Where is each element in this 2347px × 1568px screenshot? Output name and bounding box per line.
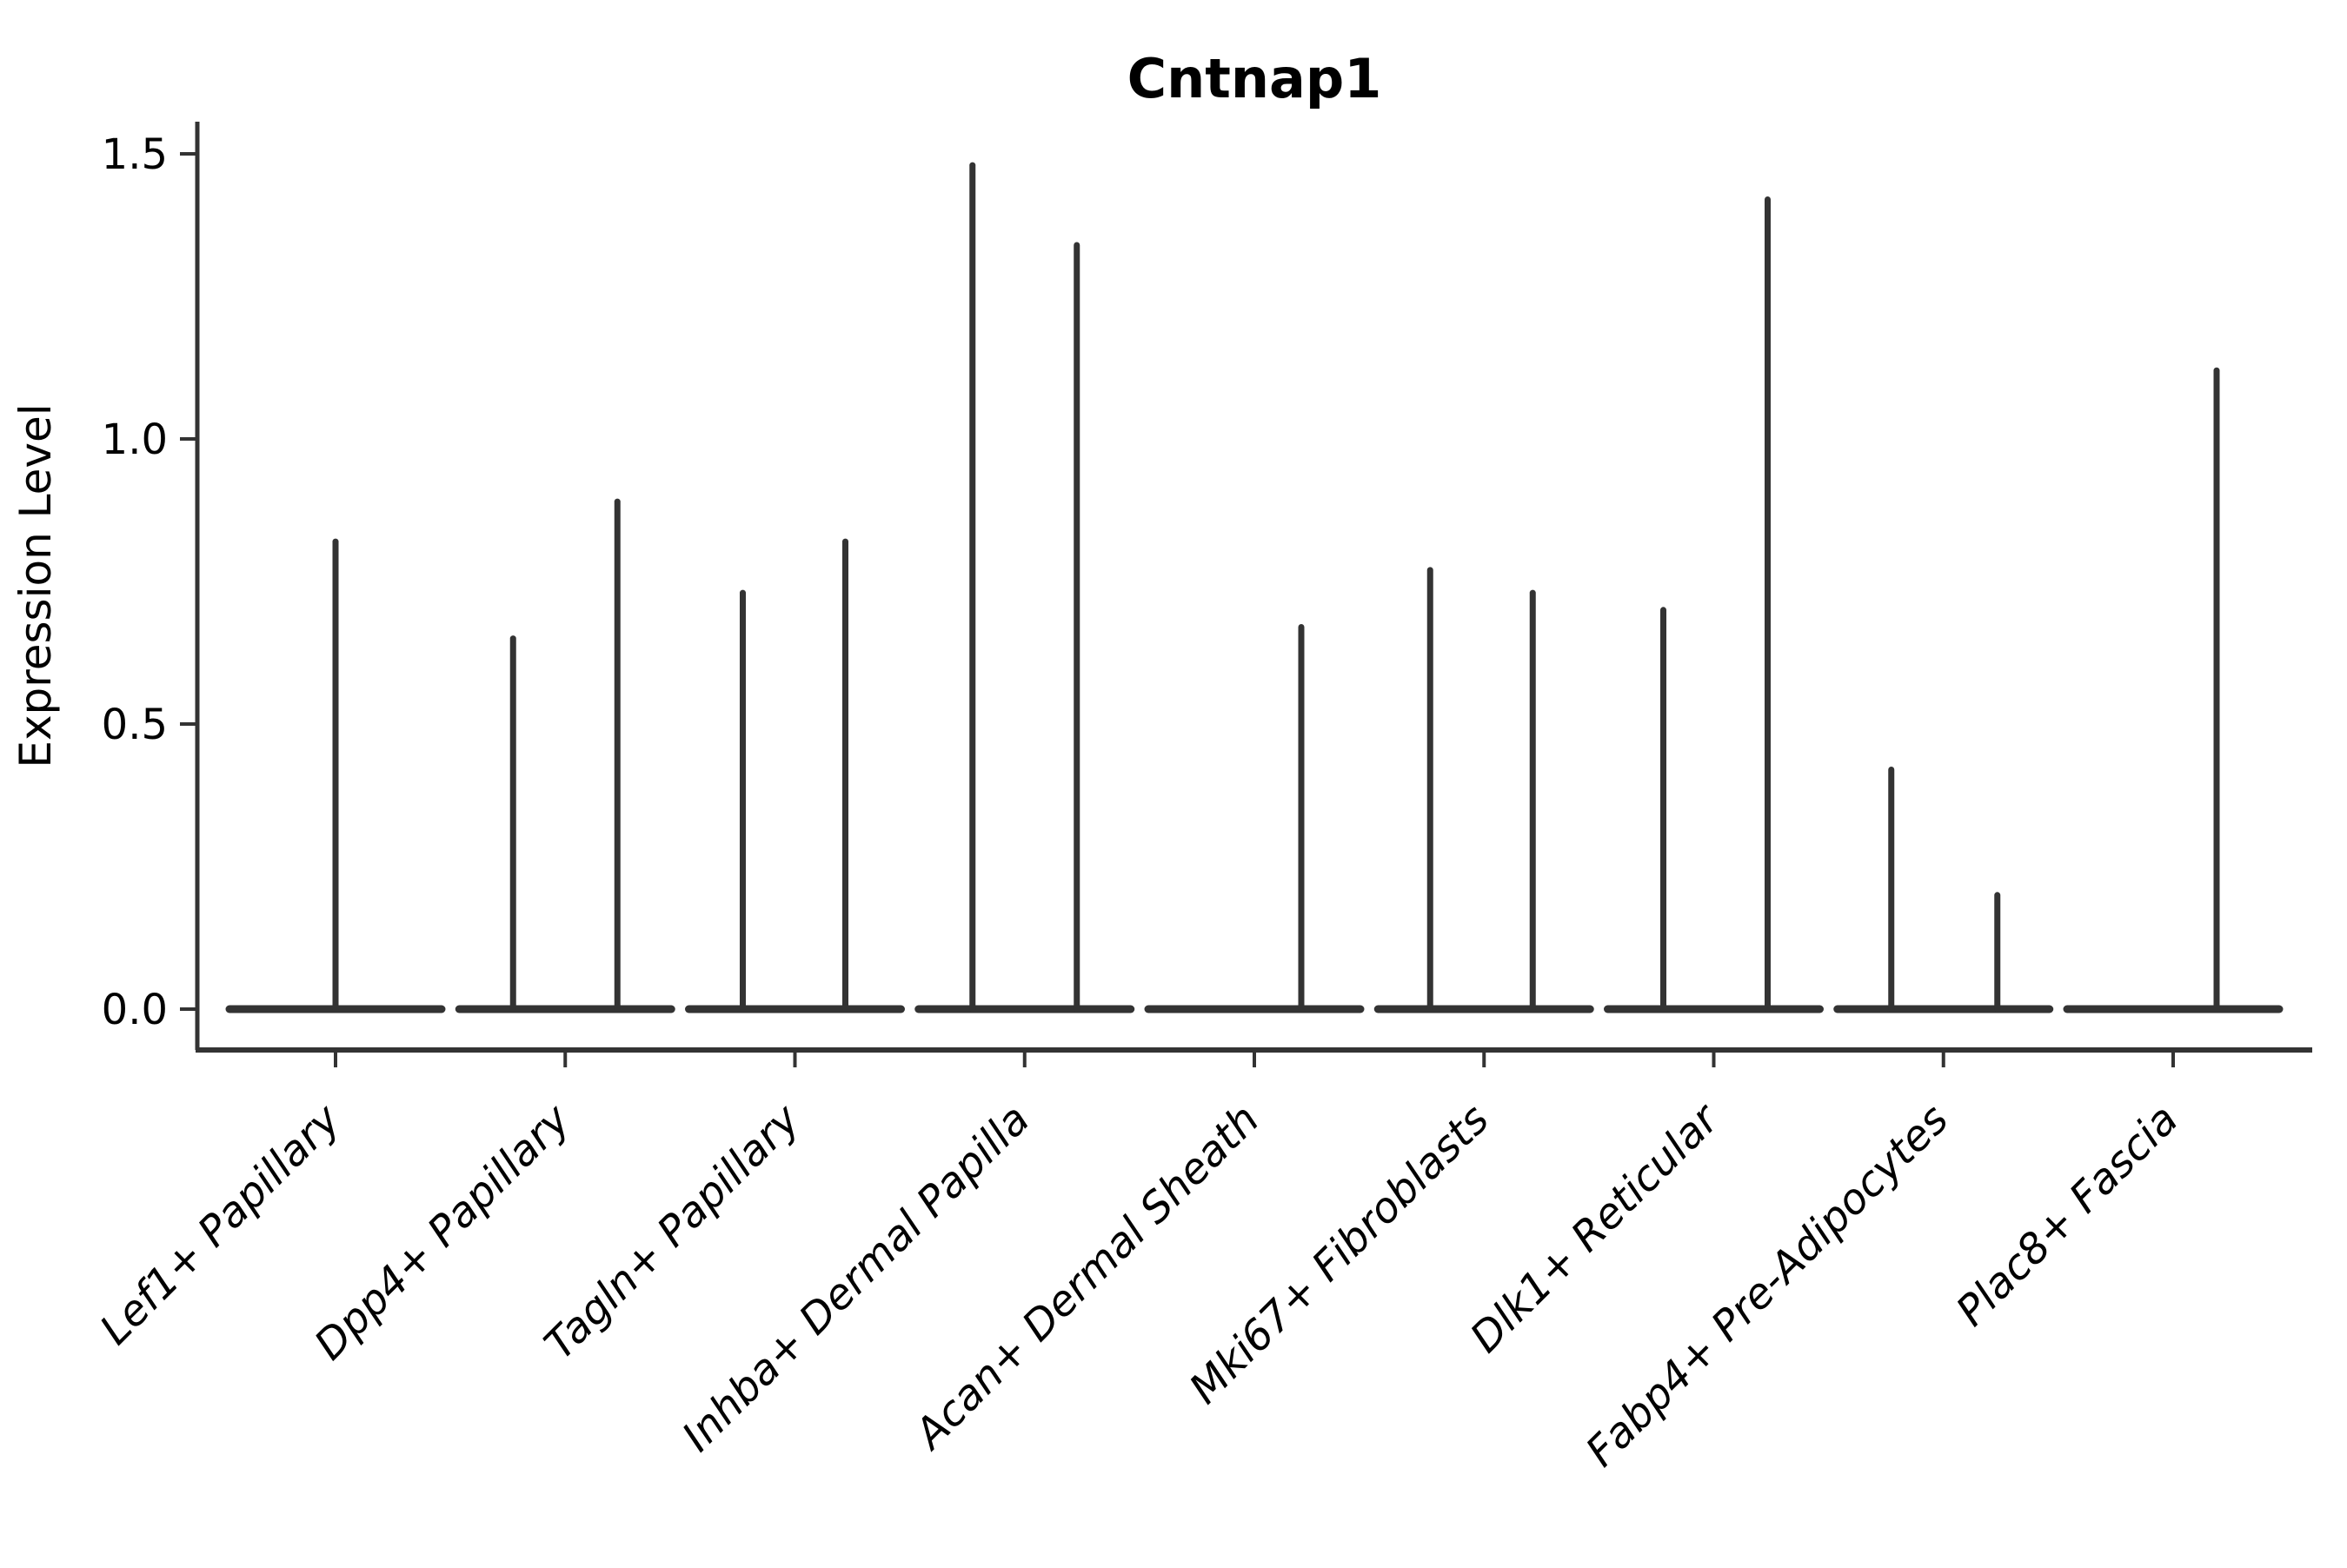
violin: [455, 498, 675, 1013]
violin: [1144, 623, 1365, 1013]
x-tick-label: Dlk1+ Reticular: [1461, 1093, 1731, 1363]
x-tick-label: Dpp4+ Papillary: [305, 1094, 580, 1369]
x-tick-label: Fabp4+ Pre-Adipocytes: [1577, 1095, 1958, 1477]
y-tick-label: 0.5: [102, 701, 168, 749]
violin: [1604, 196, 1824, 1013]
violin: [685, 538, 905, 1013]
y-axis-label: Expression Level: [10, 403, 61, 767]
violin-series: [225, 162, 2284, 1013]
x-tick-label: Tagln+ Papillary: [535, 1094, 810, 1369]
violin: [1833, 766, 2054, 1013]
y-tick-label: 0.0: [102, 986, 168, 1034]
x-tick-label: Plac8+ Fascia: [1947, 1095, 2188, 1336]
x-tick-label: Lef1+ Papillary: [90, 1094, 350, 1354]
y-axis-ticks: 0.0 0.5 1.0 1.5: [102, 130, 197, 1034]
violin: [2063, 367, 2284, 1013]
y-tick-label: 1.0: [102, 415, 168, 464]
violin: [225, 538, 446, 1013]
plot-title: Cntnap1: [1127, 47, 1382, 110]
y-tick-label: 1.5: [102, 130, 168, 179]
violin: [1373, 567, 1594, 1013]
violin: [914, 162, 1135, 1013]
